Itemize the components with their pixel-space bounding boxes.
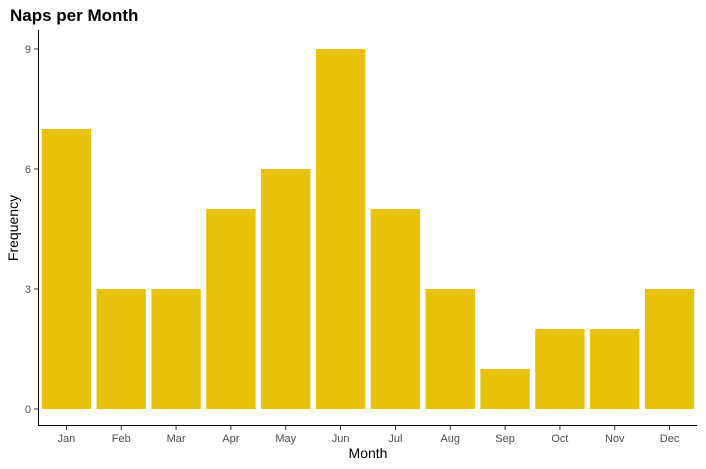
x-axis-title: Month (349, 445, 388, 461)
x-tick-label-mar: Mar (167, 433, 186, 445)
x-tick-label-jul: Jul (388, 433, 402, 445)
bar-oct (535, 329, 585, 409)
x-tick-label-aug: Aug (440, 433, 460, 445)
bar-apr (206, 209, 256, 409)
bar-feb (96, 289, 146, 409)
x-tick-label-sep: Sep (495, 433, 515, 445)
bar-nov (590, 329, 640, 409)
x-tick-label-may: May (275, 433, 296, 445)
bar-jan (41, 129, 92, 409)
bar-may (261, 169, 311, 409)
x-tick-label-oct: Oct (551, 433, 568, 445)
bar-mar (151, 289, 201, 409)
bar-jun (315, 49, 366, 409)
x-tick-label-apr: Apr (222, 433, 239, 445)
x-tick-label-jun: Jun (332, 433, 350, 445)
bar-sep (480, 369, 530, 409)
x-tick-label-jan: Jan (58, 433, 76, 445)
y-tick-label: 3 (25, 284, 31, 296)
y-tick-label: 0 (25, 404, 31, 416)
y-tick-label: 9 (25, 44, 31, 56)
x-tick-label-feb: Feb (112, 433, 131, 445)
bar-dec (644, 289, 695, 409)
bar-aug (425, 289, 475, 409)
chart-title: Naps per Month (10, 6, 138, 25)
bar-jul (370, 209, 421, 409)
x-axis-ticks: Jan Feb Mar Apr May Jun Jul Aug Sep Oct Nov Dec (58, 426, 680, 445)
x-tick-label-dec: Dec (660, 433, 680, 445)
y-axis-title: Frequency (5, 195, 21, 261)
bars-group (41, 49, 695, 409)
y-axis-ticks: 0 3 6 9 (25, 44, 38, 416)
y-tick-label: 6 (25, 164, 31, 176)
x-tick-label-nov: Nov (605, 433, 625, 445)
